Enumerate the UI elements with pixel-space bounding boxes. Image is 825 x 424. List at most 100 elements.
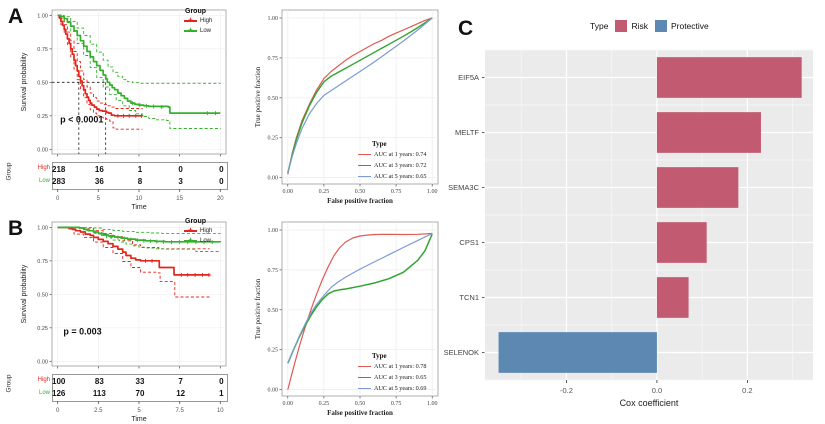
risk-table-axis-label: Group [5,162,13,181]
legend-entry-label: AUC at 3 years: 0.72 [374,162,427,169]
tick-label: 0.75 [268,268,279,274]
tick-label: 15 [176,196,183,202]
risk-count: 113 [92,389,106,398]
legend-entry-label: Risk [631,21,648,31]
curve-high-ci-lower [57,226,210,298]
p-value-annotation: p < 0.0001 [60,115,103,125]
tick-label: 0.75 [37,47,48,53]
km-b-time-axis: 0 2.5 5 7.5 10 Time [56,401,224,423]
risk-count: 36 [94,177,104,186]
curve-high [57,226,210,276]
plus-icon: + [188,25,193,35]
tick-label: 1.00 [268,16,279,22]
tick-label: 0.75 [37,259,48,265]
tick-label: 0.25 [319,401,330,407]
panel-roc-b: 0.00 0.25 0.50 0.75 1.00 0.00 0.25 0.50 0.75 1.00… [252,214,450,424]
legend-title: Group [185,218,206,225]
roc-a-legend: Type AUC at 1 years: 0.74 AUC at 3 years… [358,140,426,182]
roc-b-plot: 0.00 0.25 0.50 0.75 1.00 0.00 0.25 0.50 0.75 1.00… [254,221,439,417]
high-line-marker: + [184,225,197,235]
legend-entry-3y: AUC at 3 years: 0.72 [358,160,426,171]
risk-count: 126 [52,389,66,398]
risk-count: 283 [52,177,66,186]
tick-label: 0.00 [268,388,279,394]
panel-label-a: A [8,5,24,28]
category-label: EIF5A [458,73,479,82]
tick-label: 0.75 [268,56,279,62]
auc-3y-line-marker [358,376,371,379]
bar-selenok [498,332,657,373]
risk-count: 8 [137,177,143,186]
risk-swatch [615,20,628,32]
legend-entry-label: AUC at 5 years: 0.69 [374,385,427,392]
legend-entry-label: AUC at 3 years: 0.65 [374,374,427,381]
km-b-legend: Group + High + Low [184,218,254,246]
legend-entry-5y: AUC at 5 years: 0.65 [358,171,426,182]
p-value-annotation: p = 0.003 [63,327,101,337]
curve-auc-3y [287,233,433,364]
tick-label: 0 [56,196,60,202]
panel-km-b: B 0.00 0.25 0.50 0.75 1.00 Survival probabili… [6,214,252,424]
auc-1y-line-marker [358,153,371,156]
tick-label: 0.00 [37,147,48,153]
y-axis-label: Survival probability [21,52,28,111]
tick-label: 0.25 [37,326,48,332]
km-a-plot: 0.00 0.25 0.50 0.75 1.00 Survival probability… [21,9,227,157]
bar-sema3c [656,167,739,208]
legend-entry-high: + High [184,226,254,236]
curve-low-ci-lower [57,14,221,130]
tick-label: 5 [97,196,101,202]
tick-label: 0.25 [268,348,279,354]
legend-entry-low: + Low [184,236,254,246]
tick-label: 0.50 [355,189,366,195]
plus-icon: + [188,225,193,235]
risk-count: 3 [178,177,183,186]
low-line-marker: + [184,235,197,245]
tick-label: 1.00 [37,13,48,19]
risk-row-label-high: High [37,165,50,171]
tick-label: 1.00 [37,225,48,231]
tick-label: 5 [137,408,141,414]
curve-auc-1y [287,17,433,175]
legend-entry-high: + High [184,16,254,26]
curve-auc-5y [287,232,433,364]
tick-label: 0.00 [37,359,48,365]
tick-label: 0.00 [283,401,294,407]
legend-entry-low: + Low [184,26,254,36]
tick-label: 10 [136,196,143,202]
legend-entry-3y: AUC at 3 years: 0.65 [358,372,426,383]
risk-count: 83 [94,376,104,386]
tick-label: 0.50 [37,80,48,86]
curve-low-ci-lower [57,226,221,252]
legend-entry-label: Low [200,28,212,34]
panel-km-a: A 0.00 0.25 0.50 0.75 1.00 Survival probabili… [6,2,252,212]
x-axis-label: False positive fraction [327,197,393,205]
bar-meltf [656,112,761,153]
roc-b-legend: Type AUC at 1 years: 0.78 AUC at 3 years… [358,352,426,394]
tick-label: 0.75 [391,401,402,407]
risk-count: 70 [135,389,145,398]
legend-entry-label: AUC at 5 years: 0.65 [374,173,427,180]
y-axis-label: Survival probability [21,264,28,323]
category-label: TCN1 [459,293,479,302]
legend-title: Group [185,8,206,15]
plus-icon: + [188,15,193,25]
tick-label: 2.5 [94,408,103,414]
legend-entry-label: High [200,228,213,234]
auc-5y-line-marker [358,175,371,178]
risk-count: 0 [178,164,183,174]
plus-icon: + [188,235,193,245]
panel-roc-a: 0.00 0.25 0.50 0.75 1.00 0.00 0.25 0.50 0.75 1.00… [252,2,450,212]
curve-auc-3y [287,17,433,173]
panel-cox-bar: C Type Risk Protective EIF5A MELTF SEMA3C C… [440,2,825,424]
legend-title: Type [372,352,387,360]
bar-eif5a [656,57,802,98]
tick-label: 0.50 [268,308,279,314]
category-label: SELENOK [444,348,479,357]
tick-label: 0.25 [37,114,48,120]
risk-row-label-low: Low [38,390,50,396]
risk-count: 0 [219,177,224,186]
legend-entry-label: High [200,18,213,24]
risk-count: 218 [52,164,66,174]
curve-high [57,14,143,117]
